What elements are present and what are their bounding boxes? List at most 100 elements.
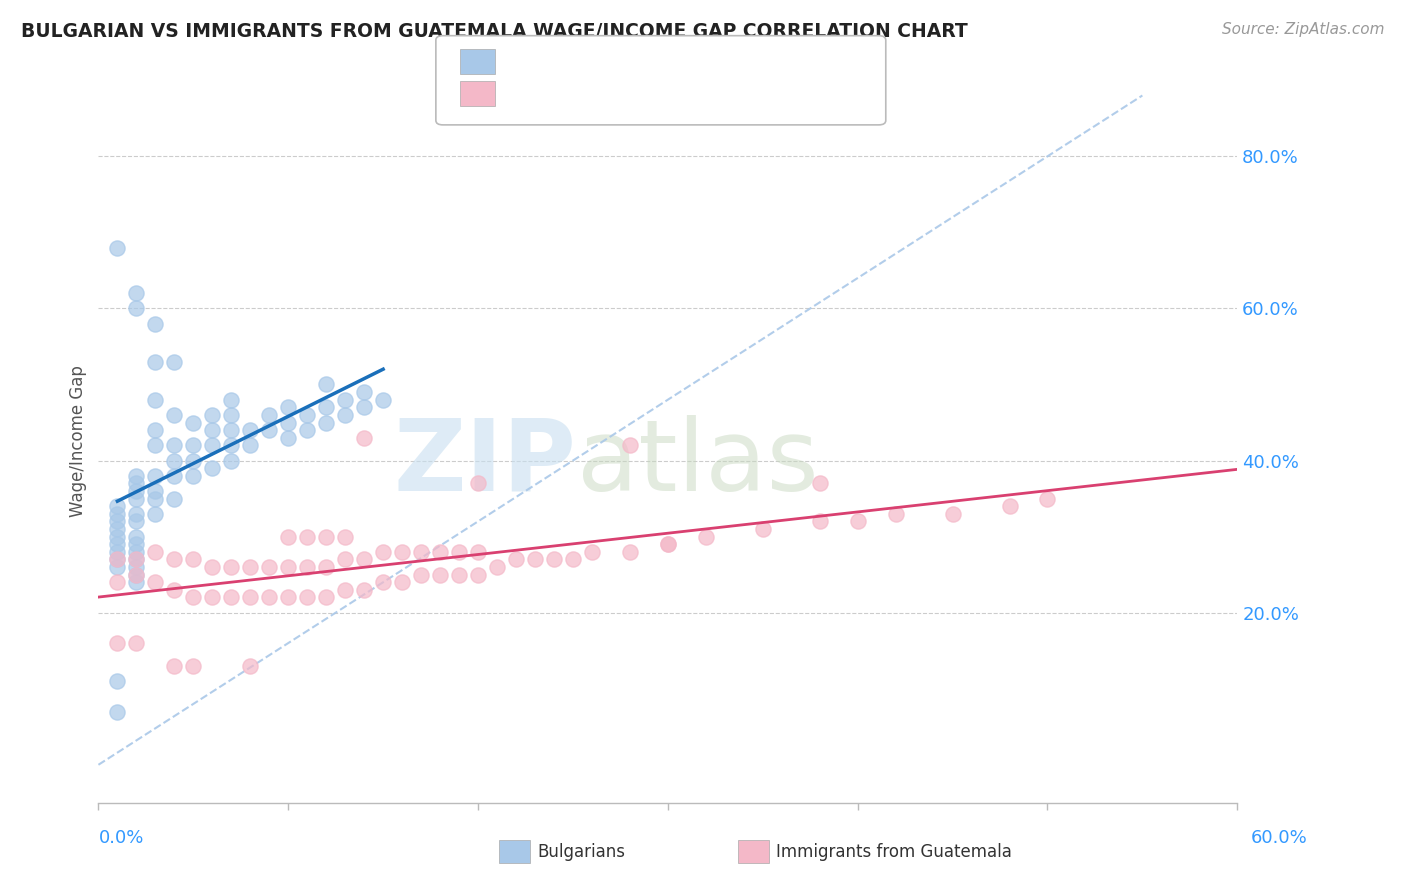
Point xyxy=(145,392,167,407)
Point xyxy=(619,438,641,452)
Point xyxy=(524,552,547,566)
Point xyxy=(239,560,262,574)
Point xyxy=(335,408,357,422)
Point xyxy=(125,552,148,566)
Text: 70: 70 xyxy=(693,85,718,103)
Text: R =: R = xyxy=(506,53,546,70)
Point xyxy=(125,636,148,650)
Point xyxy=(297,408,319,422)
Point xyxy=(429,545,451,559)
Text: N =: N = xyxy=(647,53,686,70)
Point xyxy=(657,537,679,551)
Point xyxy=(467,567,489,582)
Point xyxy=(163,453,186,467)
Point xyxy=(353,401,375,415)
Point xyxy=(315,416,337,430)
Point xyxy=(125,567,148,582)
Point xyxy=(145,483,167,498)
Point xyxy=(277,530,299,544)
Point xyxy=(125,507,148,521)
Point xyxy=(107,560,129,574)
Point xyxy=(163,491,186,506)
Point xyxy=(183,438,205,452)
Point xyxy=(163,408,186,422)
Point xyxy=(183,552,205,566)
Point xyxy=(543,552,565,566)
Point xyxy=(201,591,224,605)
Point xyxy=(315,560,337,574)
Point xyxy=(239,438,262,452)
Point xyxy=(125,560,148,574)
Point xyxy=(221,453,243,467)
Point xyxy=(145,468,167,483)
Point xyxy=(107,499,129,513)
Point xyxy=(145,575,167,590)
Point xyxy=(259,408,281,422)
Point xyxy=(297,530,319,544)
Point xyxy=(277,591,299,605)
Text: N =: N = xyxy=(647,85,686,103)
Point xyxy=(107,515,129,529)
Point xyxy=(221,423,243,437)
Text: R =: R = xyxy=(506,85,551,103)
Text: 0.280: 0.280 xyxy=(553,53,610,70)
Point xyxy=(315,591,337,605)
Point xyxy=(125,286,148,301)
Point xyxy=(297,423,319,437)
Point xyxy=(201,461,224,475)
Point xyxy=(201,408,224,422)
Point xyxy=(277,416,299,430)
Point xyxy=(183,416,205,430)
Point xyxy=(107,575,129,590)
Point xyxy=(183,468,205,483)
Point xyxy=(315,401,337,415)
Point xyxy=(998,499,1021,513)
Point xyxy=(467,545,489,559)
Text: 0.192: 0.192 xyxy=(553,85,609,103)
Point xyxy=(145,354,167,368)
Point xyxy=(145,507,167,521)
Point xyxy=(315,377,337,392)
Point xyxy=(163,659,186,673)
Point xyxy=(125,567,148,582)
Point xyxy=(808,515,831,529)
Y-axis label: Wage/Income Gap: Wage/Income Gap xyxy=(69,366,87,517)
Point xyxy=(353,552,375,566)
Point xyxy=(183,591,205,605)
Point xyxy=(277,560,299,574)
Point xyxy=(107,674,129,689)
Point xyxy=(1036,491,1059,506)
Point xyxy=(239,591,262,605)
Point xyxy=(695,530,717,544)
Point xyxy=(297,591,319,605)
Point xyxy=(145,491,167,506)
Point xyxy=(163,582,186,597)
Point xyxy=(221,560,243,574)
Point xyxy=(163,552,186,566)
Text: atlas: atlas xyxy=(576,415,818,512)
Point xyxy=(335,552,357,566)
Text: BULGARIAN VS IMMIGRANTS FROM GUATEMALA WAGE/INCOME GAP CORRELATION CHART: BULGARIAN VS IMMIGRANTS FROM GUATEMALA W… xyxy=(21,22,967,41)
Point xyxy=(657,537,679,551)
Text: 60.0%: 60.0% xyxy=(1251,830,1308,847)
Point xyxy=(239,423,262,437)
Point xyxy=(297,560,319,574)
Point xyxy=(221,591,243,605)
Point xyxy=(353,582,375,597)
Point xyxy=(201,423,224,437)
Point xyxy=(125,468,148,483)
Point xyxy=(335,530,357,544)
Point xyxy=(353,431,375,445)
Point xyxy=(467,476,489,491)
Point xyxy=(411,545,433,559)
Point xyxy=(335,392,357,407)
Point xyxy=(107,636,129,650)
Point xyxy=(391,545,413,559)
Point xyxy=(183,453,205,467)
Point xyxy=(125,301,148,316)
Point xyxy=(107,522,129,536)
Point xyxy=(371,575,394,590)
Point xyxy=(335,582,357,597)
Point xyxy=(221,438,243,452)
Point xyxy=(942,507,965,521)
